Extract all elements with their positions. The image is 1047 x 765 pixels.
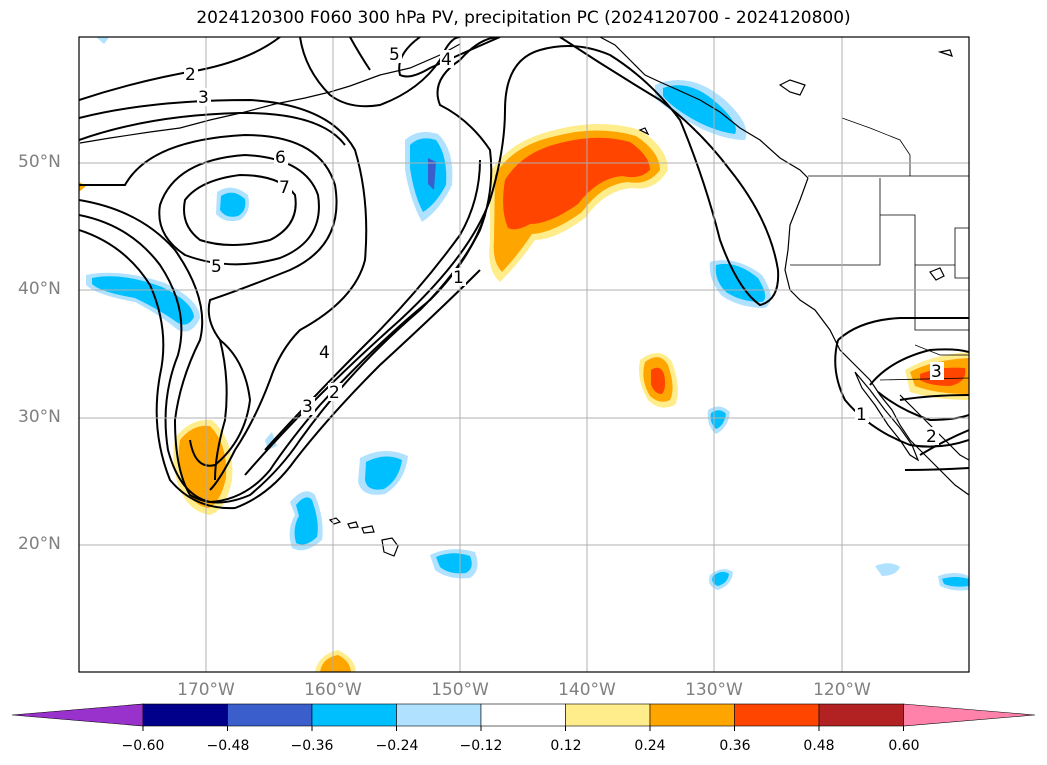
lat-label-20n: 20°N: [18, 534, 61, 554]
lon-label-160w: 160°W: [304, 680, 362, 700]
colorbar-tick-label: 0.12: [550, 738, 582, 754]
colorbar-bin: [818, 703, 904, 727]
colorbar-under-arrow: [11, 703, 144, 727]
colorbar-bin: [142, 703, 228, 727]
contour-label: 3: [931, 362, 942, 382]
colorbar-bin: [480, 703, 566, 727]
map-title: 2024120300 F060 300 hPa PV, precipitatio…: [196, 8, 851, 28]
negative-precip-shading: [86, 37, 969, 591]
colorbar-tick-label: 0.36: [719, 738, 751, 754]
lon-label-170w: 170°W: [177, 680, 235, 700]
plot-frame: [78, 36, 970, 673]
lat-label-50n: 50°N: [18, 152, 61, 172]
contour-label: 3: [302, 397, 313, 417]
contour-label: 1: [856, 405, 867, 425]
colorbar-tick-label: −0.12: [459, 738, 503, 754]
gridlines: [79, 37, 969, 672]
colorbar-bin: [565, 703, 651, 727]
colorbar: [11, 703, 1036, 731]
contour-label: 4: [441, 50, 452, 70]
contour-label-group: 1 2 3 4 5 6 7 1 2 3 2 3 4 5: [184, 45, 944, 447]
colorbar-tick-label: 0.48: [803, 738, 835, 754]
colorbar-bin: [227, 703, 313, 727]
contour-label: 7: [279, 178, 290, 198]
lon-label-130w: 130°W: [685, 680, 743, 700]
lat-label-40n: 40°N: [18, 279, 61, 299]
contour-label: 6: [275, 148, 286, 168]
colorbar-bin: [396, 703, 482, 727]
colorbar-tick-label: −0.60: [121, 738, 165, 754]
map-plot: 1 2 3 4 5 6 7 1 2 3 2 3 4 5: [78, 36, 970, 673]
positive-precip-shading: [79, 124, 969, 672]
contour-label: 4: [319, 343, 330, 363]
lon-label-120w: 120°W: [813, 680, 871, 700]
colorbar-tick-label: 0.60: [888, 738, 920, 754]
borders: [790, 37, 969, 381]
colorbar-tick-label: −0.48: [206, 738, 250, 754]
lon-label-150w: 150°W: [431, 680, 489, 700]
contour-label: 2: [185, 65, 196, 85]
contour-label: 3: [198, 88, 209, 108]
contour-label: 2: [926, 427, 937, 447]
contour-label: 5: [211, 257, 222, 277]
colorbar-bin: [311, 703, 397, 727]
colorbar-bin: [649, 703, 735, 727]
colorbar-tick-label: −0.24: [375, 738, 419, 754]
contour-label: 2: [329, 383, 340, 403]
lon-label-140w: 140°W: [558, 680, 616, 700]
colorbar-over-arrow: [903, 703, 1036, 727]
lat-label-30n: 30°N: [18, 407, 61, 427]
colorbar-tick-label: 0.24: [634, 738, 666, 754]
colorbar-tick-label: −0.36: [290, 738, 334, 754]
colorbar-bin: [734, 703, 820, 727]
contour-label: 1: [453, 268, 464, 288]
contour-label: 5: [389, 45, 400, 65]
